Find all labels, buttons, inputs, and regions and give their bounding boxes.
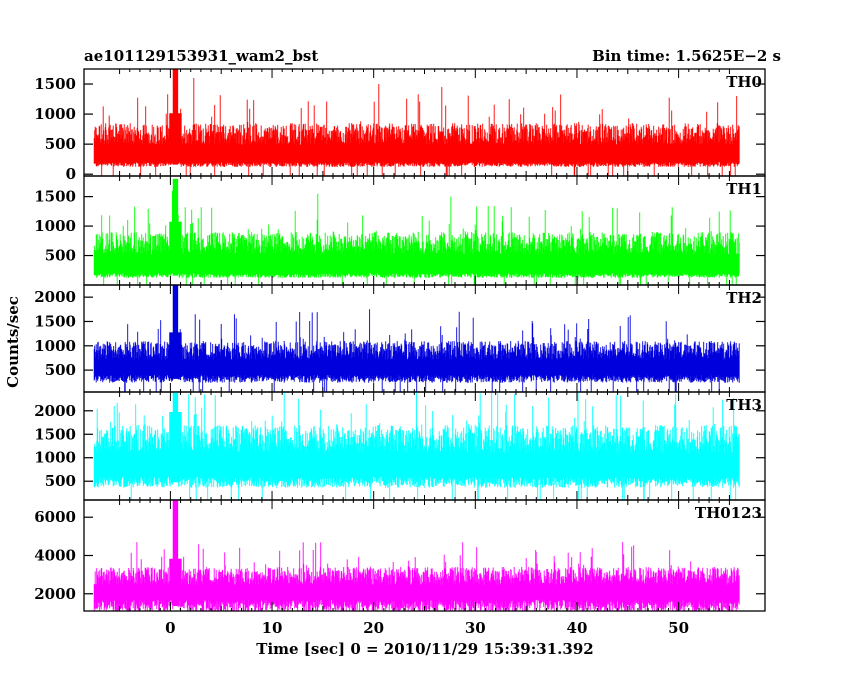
- x-tick-label: 40: [567, 619, 588, 637]
- y-tick-label: 1500: [34, 312, 76, 330]
- panel-label-th1: TH1: [726, 180, 762, 198]
- y-tick-label: 500: [45, 472, 76, 490]
- x-tick-label: 20: [363, 619, 384, 637]
- y-tick-label: 1500: [34, 188, 76, 206]
- series-th1-line: [93, 178, 740, 285]
- y-tick-label: 0: [66, 165, 76, 183]
- x-tick-label: 50: [668, 619, 689, 637]
- series-th0-line: [93, 69, 740, 176]
- y-tick-label: 1000: [34, 217, 76, 235]
- y-tick-label: 2000: [34, 402, 76, 420]
- y-axis-label: Counts/sec: [4, 296, 22, 388]
- y-tick-label: 4000: [34, 547, 76, 565]
- panel-label-th3: TH3: [726, 396, 762, 414]
- x-tick-label: 0: [165, 619, 175, 637]
- series-th2-line: [93, 285, 740, 392]
- y-tick-label: 500: [45, 361, 76, 379]
- y-tick-label: 1500: [34, 75, 76, 93]
- y-tick-label: 2000: [34, 585, 76, 603]
- series-th3-line: [93, 392, 740, 500]
- y-tick-label: 1000: [34, 105, 76, 123]
- y-tick-label: 500: [45, 135, 76, 153]
- bin-time-label: Bin time: 1.5625E−2 s: [592, 47, 781, 65]
- panel-label-th0: TH0: [726, 73, 762, 91]
- x-tick-label: 10: [262, 619, 283, 637]
- y-tick-label: 6000: [34, 508, 76, 526]
- x-tick-label: 30: [465, 619, 486, 637]
- y-tick-label: 1000: [34, 337, 76, 355]
- x-axis-label: Time [sec] 0 = 2010/11/29 15:39:31.392: [256, 640, 593, 658]
- y-tick-label: 1000: [34, 449, 76, 467]
- series-th0123-line: [93, 500, 740, 611]
- y-tick-label: 500: [45, 247, 76, 265]
- panel-label-th0123: TH0123: [695, 504, 762, 522]
- y-tick-label: 2000: [34, 288, 76, 306]
- panel-label-th2: TH2: [726, 289, 762, 307]
- chart-title: ae101129153931_wam2_bst: [84, 47, 318, 65]
- y-tick-label: 1500: [34, 425, 76, 443]
